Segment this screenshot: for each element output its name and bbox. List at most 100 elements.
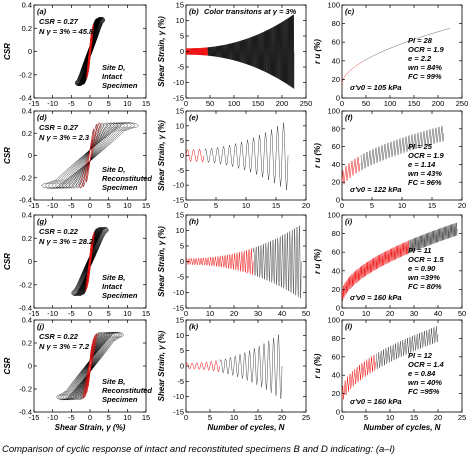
y-tick-label: 10 — [176, 226, 184, 235]
x-tick-label: 50 — [206, 99, 214, 108]
x-tick-label: 40 — [278, 309, 286, 318]
x-tick-label: 50 — [362, 99, 370, 108]
y-tick-label: 20 — [332, 285, 340, 294]
panel-annotation: N γ = 3% = 7.2 — [39, 342, 90, 351]
soil-property: PI = 25 — [408, 142, 433, 151]
panel-j: -15 -10 -5 0 5 10 15 -0.4 -0.2 0 0.2 0.4 (j) CSR Shear… — [3, 316, 152, 433]
x-tick-label: 50 — [302, 309, 310, 318]
confining-stress: σ'v0 = 105 kPa — [350, 83, 402, 92]
y-tick-label: -0.2 — [19, 70, 32, 79]
panel-annotation: CSR = 0.22 — [39, 227, 79, 236]
y-tick-label: -0.2 — [19, 280, 32, 289]
y-tick-label: 40 — [332, 160, 340, 169]
y-tick-label: -5 — [177, 273, 184, 282]
panel-annotation: CSR = 0.27 — [39, 123, 79, 132]
x-tick-label: -10 — [47, 413, 58, 422]
y-tick-label: -0.2 — [19, 385, 32, 394]
x-tick-label: -10 — [47, 201, 58, 210]
specimen-label: Site D, — [102, 63, 125, 72]
x-tick-label: 15 — [428, 201, 436, 210]
y-tick-label: 0.2 — [22, 339, 32, 348]
y-tick-label: 0.4 — [22, 316, 32, 325]
panel-k: 0 5 10 15 20 25 -15 -10 -5 0 5 10 15 (k) Shear Strain,… — [157, 316, 310, 433]
plot-content — [185, 334, 283, 399]
x-tick-label: -15 — [29, 413, 40, 422]
x-tick-label: 0 — [88, 413, 92, 422]
x-tick-label: 5 — [107, 99, 111, 108]
y-tick-label: -0.4 — [19, 408, 32, 417]
y-tick-label: 5 — [180, 346, 184, 355]
axis-ticks: 0 5 10 15 20 25 0 20 40 60 80 100 — [327, 316, 466, 423]
y-tick-label: 0 — [180, 257, 184, 266]
axis-ticks: 0 50 100 150 200 250 -15 -10 -5 0 5 10 15 — [173, 1, 312, 109]
x-tick-label: 10 — [398, 201, 406, 210]
x-tick-label: 250 — [300, 99, 313, 108]
panel-label: (k) — [189, 322, 199, 331]
y-tick-label: 0 — [28, 151, 32, 160]
x-tick-label: 20 — [230, 309, 238, 318]
x-tick-label: 0 — [340, 99, 344, 108]
panel-label: (f) — [345, 113, 353, 122]
x-tick-label: 10 — [123, 201, 131, 210]
x-tick-label: 15 — [142, 99, 150, 108]
strain-series-after-3pct — [204, 122, 289, 191]
strain-series-after-3pct — [207, 14, 295, 89]
soil-property: PI = 11 — [408, 246, 431, 255]
x-tick-label: 0 — [340, 201, 344, 210]
soil-property: OCR = 1.5 — [408, 255, 444, 264]
x-axis-label: Shear Strain, γ (%) — [55, 423, 126, 432]
strain-series-before-3pct — [185, 248, 254, 275]
x-tick-label: 0 — [340, 413, 344, 422]
panel-label: (g) — [37, 217, 47, 226]
panel-label: (i) — [345, 217, 353, 226]
x-axis-label: Number of cycles, N — [364, 423, 441, 432]
y-tick-label: 40 — [332, 56, 340, 65]
y-tick-label: 20 — [332, 75, 340, 84]
x-tick-label: -15 — [29, 99, 40, 108]
soil-property: wn = 40% — [408, 378, 442, 387]
x-tick-label: 250 — [456, 99, 469, 108]
y-tick-label: 15 — [176, 316, 184, 325]
axis-ticks: 0 10 20 30 40 50 0 20 40 60 80 100 — [327, 211, 466, 319]
axis-ticks: -15 -10 -5 0 5 10 15 -0.4 -0.2 0 0.2 0.4 — [19, 107, 150, 211]
y-tick-label: -5 — [177, 166, 184, 175]
panel-c: 0 50 100 150 200 250 0 20 40 60 80 100 (c) r u (%) PI … — [313, 1, 468, 109]
x-tick-label: 5 — [107, 309, 111, 318]
confining-stress: σ'v0 = 160 kPa — [350, 293, 402, 302]
x-tick-label: 25 — [458, 413, 466, 422]
y-tick-label: -10 — [173, 288, 184, 297]
y-tick-label: 40 — [332, 371, 340, 380]
y-tick-label: 0.2 — [22, 234, 32, 243]
strain-series-before-3pct — [185, 47, 208, 56]
y-tick-label: 100 — [327, 316, 340, 325]
y-tick-label: 80 — [332, 19, 340, 28]
panel-label: (c) — [345, 7, 355, 16]
plot-content — [341, 28, 450, 85]
x-tick-label: 15 — [410, 413, 418, 422]
y-tick-label: -15 — [173, 304, 184, 313]
panel-f: 0 5 10 15 20 0 20 40 60 80 100 (f) r u (%) PI = 25OCR… — [313, 107, 466, 211]
y-axis-label: CSR — [3, 43, 12, 60]
plot-content — [341, 126, 445, 185]
y-tick-label: 80 — [332, 334, 340, 343]
x-tick-label: 10 — [123, 413, 131, 422]
x-tick-label: -5 — [68, 309, 75, 318]
panel-label: (e) — [189, 113, 199, 122]
y-tick-label: -0.4 — [19, 196, 32, 205]
y-tick-label: 0 — [336, 304, 340, 313]
y-tick-label: -0.4 — [19, 94, 32, 103]
y-tick-label: 0 — [336, 408, 340, 417]
soil-property: FC = 96% — [408, 178, 442, 187]
confining-stress: σ'v0 = 122 kPa — [350, 185, 402, 194]
soil-property: e = 1.14 — [408, 160, 436, 169]
ru-series-after-3pct — [363, 28, 450, 62]
soil-property: PI = 12 — [408, 351, 433, 360]
panel-i: 0 10 20 30 40 50 0 20 40 60 80 100 (i) r u (%) PI = 11… — [313, 211, 466, 319]
x-tick-label: -15 — [29, 309, 40, 318]
x-tick-label: 10 — [362, 309, 370, 318]
x-tick-label: 5 — [214, 201, 218, 210]
soil-property: FC =95% — [408, 387, 440, 396]
soil-property: wn = 84% — [408, 63, 442, 72]
y-tick-label: 0.4 — [22, 211, 32, 220]
